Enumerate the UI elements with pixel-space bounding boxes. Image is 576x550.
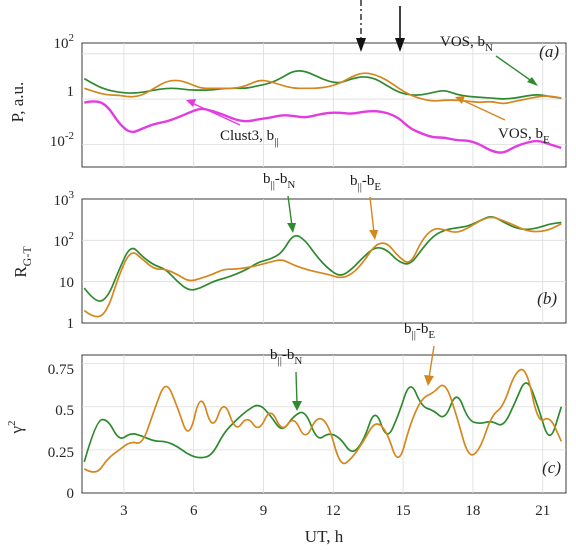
ann-vos-bn-arrowhead — [527, 77, 538, 86]
panel-b-series — [83, 216, 562, 318]
xtick-label-6: 21 — [535, 503, 550, 519]
xtick-label-2: 9 — [260, 503, 268, 519]
ytick-a-1: 1 — [67, 84, 75, 100]
ann-clust3-arrowhead — [186, 99, 196, 107]
ann-c-bn: b||-bN — [270, 347, 302, 367]
panel-c-xticks: 3 6 9 12 15 18 21 — [120, 503, 550, 519]
panel-a: 102 1 10-2 P, a.u. (a) VOS, bN VOS, bE C… — [8, 0, 567, 168]
ytick-c-0: 0 — [67, 486, 75, 502]
ann-vos-be-arrow — [461, 99, 506, 121]
panel-c-tag: (c) — [542, 458, 561, 477]
series-line-a-1 — [84, 72, 562, 105]
ann-c-be-arrow — [428, 345, 435, 379]
xtick-label-4: 15 — [396, 503, 411, 519]
event-arrowhead-solid — [395, 38, 405, 52]
panel-c: 0.75 0.5 0.25 0 3 6 9 12 15 18 21 γ2 UT, h (c)… — [6, 321, 567, 546]
panel-a-series — [83, 70, 562, 154]
ann-c-be: b||-bE — [404, 321, 435, 341]
ann-clust3-arrow — [191, 102, 241, 126]
ann-b-bn-arrowhead — [287, 223, 296, 233]
ytick-a-1e2: 102 — [54, 32, 75, 52]
x-axis-label: UT, h — [305, 527, 344, 546]
ytick-b-1: 1 — [67, 316, 75, 332]
panel-b-yticks: 103 102 10 1 — [54, 189, 75, 332]
panel-a-yticks: 102 1 10-2 — [50, 32, 74, 150]
series-line-b-1 — [83, 216, 562, 318]
panel-b-tag: (b) — [537, 289, 557, 308]
panel-c-grid — [82, 355, 566, 493]
event-arrowhead-dashdot — [356, 38, 366, 52]
ytick-b-1e2: 102 — [54, 230, 75, 250]
panel-c-ylabel: γ2 — [6, 420, 26, 434]
ann-vos-bn: VOS, bN — [440, 34, 493, 54]
ann-b-bn-arrow — [287, 195, 293, 227]
ann-vos-bn-arrow — [495, 55, 534, 83]
panel-c-yticks: 0.75 0.5 0.25 0 — [48, 362, 74, 502]
xtick-label-5: 18 — [465, 503, 480, 519]
ann-clust3: Clust3, b|| — [220, 128, 279, 148]
panel-b-ylabel: RG-T — [11, 246, 34, 278]
panel-a-tag: (a) — [539, 42, 559, 61]
panel-b: 103 102 10 1 RG-T (b) b||-bN b||-bE — [11, 171, 567, 332]
series-line-c-1 — [83, 368, 563, 473]
xtick-label-3: 12 — [326, 503, 341, 519]
series-line-c-0 — [83, 382, 563, 463]
xtick-label-0: 3 — [120, 503, 128, 519]
ann-b-bn: b||-bN — [263, 171, 295, 191]
panel-a-ylabel: P, a.u. — [8, 82, 27, 123]
ann-b-be-arrowhead — [369, 230, 378, 240]
ann-c-be-arrowhead — [424, 375, 434, 386]
ytick-c-025: 0.25 — [48, 445, 74, 461]
xtick-label-1: 6 — [190, 503, 198, 519]
ytick-c-05: 0.5 — [55, 403, 74, 419]
ytick-b-1e3: 103 — [54, 189, 75, 209]
panel-c-series — [83, 368, 563, 473]
ytick-c-075: 0.75 — [48, 362, 74, 378]
series-line-a-2 — [84, 100, 562, 154]
panel-b-grid — [82, 199, 566, 323]
series-line-a-0 — [83, 70, 562, 100]
panel-b-frame — [81, 198, 567, 324]
ann-b-be: b||-bE — [350, 173, 381, 193]
ytick-a-1e-2: 10-2 — [50, 130, 74, 150]
ann-b-be-arrow — [369, 196, 375, 234]
ytick-b-10: 10 — [59, 275, 74, 291]
panel-a-frame — [81, 42, 567, 168]
ann-c-bn-arrowhead — [292, 401, 302, 411]
ann-c-bn-arrow — [295, 371, 298, 405]
ann-vos-be-arrowhead — [455, 96, 465, 104]
ann-vos-be: VOS, bE — [498, 126, 550, 146]
panel-c-frame — [81, 354, 567, 494]
